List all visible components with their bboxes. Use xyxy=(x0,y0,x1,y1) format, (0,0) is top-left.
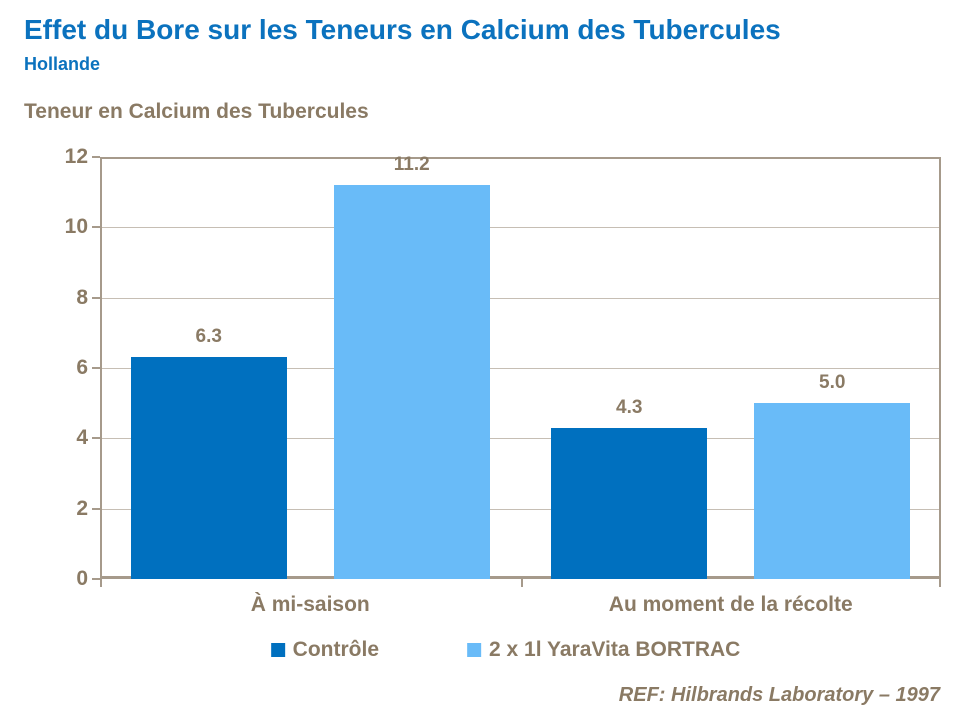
reference-text: REF: Hilbrands Laboratory – 1997 xyxy=(618,684,940,706)
bar-value-label: 5.0 xyxy=(819,372,846,394)
y-axis-tick-label: 12 xyxy=(64,145,88,168)
x-axis-tick-mark xyxy=(520,579,523,587)
bar-bortrac-group2 xyxy=(754,403,911,579)
y-axis-tick-label: 8 xyxy=(76,285,88,309)
y-axis-tick-label: 10 xyxy=(64,215,88,239)
chart-heading: Teneur en Calcium des Tubercules xyxy=(24,100,369,123)
x-axis-tick-mark xyxy=(939,579,941,587)
gridline-y6 xyxy=(102,368,939,369)
y-axis-tick-mark xyxy=(92,507,100,510)
legend-swatch-icon xyxy=(270,643,285,657)
y-axis-tick-mark xyxy=(92,226,100,229)
legend-item-bortrac: 2 x 1l YaraVita BORTRAC xyxy=(466,638,741,662)
y-axis-tick-label: 0 xyxy=(76,567,88,590)
y-axis-tick-label: 6 xyxy=(76,356,88,379)
bar-value-label: 6.3 xyxy=(195,326,222,348)
legend-swatch-icon xyxy=(466,643,481,657)
y-axis-tick-label: 4 xyxy=(76,426,88,450)
bar-controle-group1 xyxy=(130,357,287,579)
x-axis-tick-mark xyxy=(100,579,102,587)
y-axis-tick-mark xyxy=(92,437,100,440)
page-title: Effet du Bore sur les Teneurs en Calcium… xyxy=(24,14,781,45)
gridline-y2 xyxy=(102,508,939,510)
y-axis-tick-mark xyxy=(92,578,100,580)
y-axis-tick-label: 2 xyxy=(76,496,88,520)
legend-label: Contrôle xyxy=(292,638,379,661)
bar-bortrac-group1 xyxy=(333,185,490,579)
page-subtitle: Hollande xyxy=(24,54,101,74)
bar-value-label: 4.3 xyxy=(616,396,643,418)
bar-value-label: 11.2 xyxy=(393,154,430,176)
gridline-y8 xyxy=(102,297,939,299)
plot-area xyxy=(100,157,941,579)
category-label-group2: Au moment de la récolte xyxy=(608,593,853,616)
legend-item-controle: Contrôle xyxy=(270,638,379,662)
y-axis-tick-mark xyxy=(92,367,100,369)
category-label-group1: À mi-saison xyxy=(250,593,370,616)
chart-legend: Contrôle 2 x 1l YaraVita BORTRAC xyxy=(270,638,741,662)
legend-label: 2 x 1l YaraVita BORTRAC xyxy=(488,638,741,661)
gridline-y10 xyxy=(102,227,939,229)
y-axis-tick-mark xyxy=(92,156,100,158)
bar-controle-group2 xyxy=(551,427,708,579)
y-axis-tick-mark xyxy=(92,296,100,299)
gridline-y4 xyxy=(102,438,939,440)
